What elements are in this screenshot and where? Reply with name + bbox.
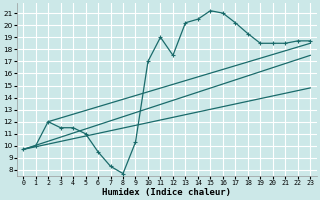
X-axis label: Humidex (Indice chaleur): Humidex (Indice chaleur) — [102, 188, 231, 197]
